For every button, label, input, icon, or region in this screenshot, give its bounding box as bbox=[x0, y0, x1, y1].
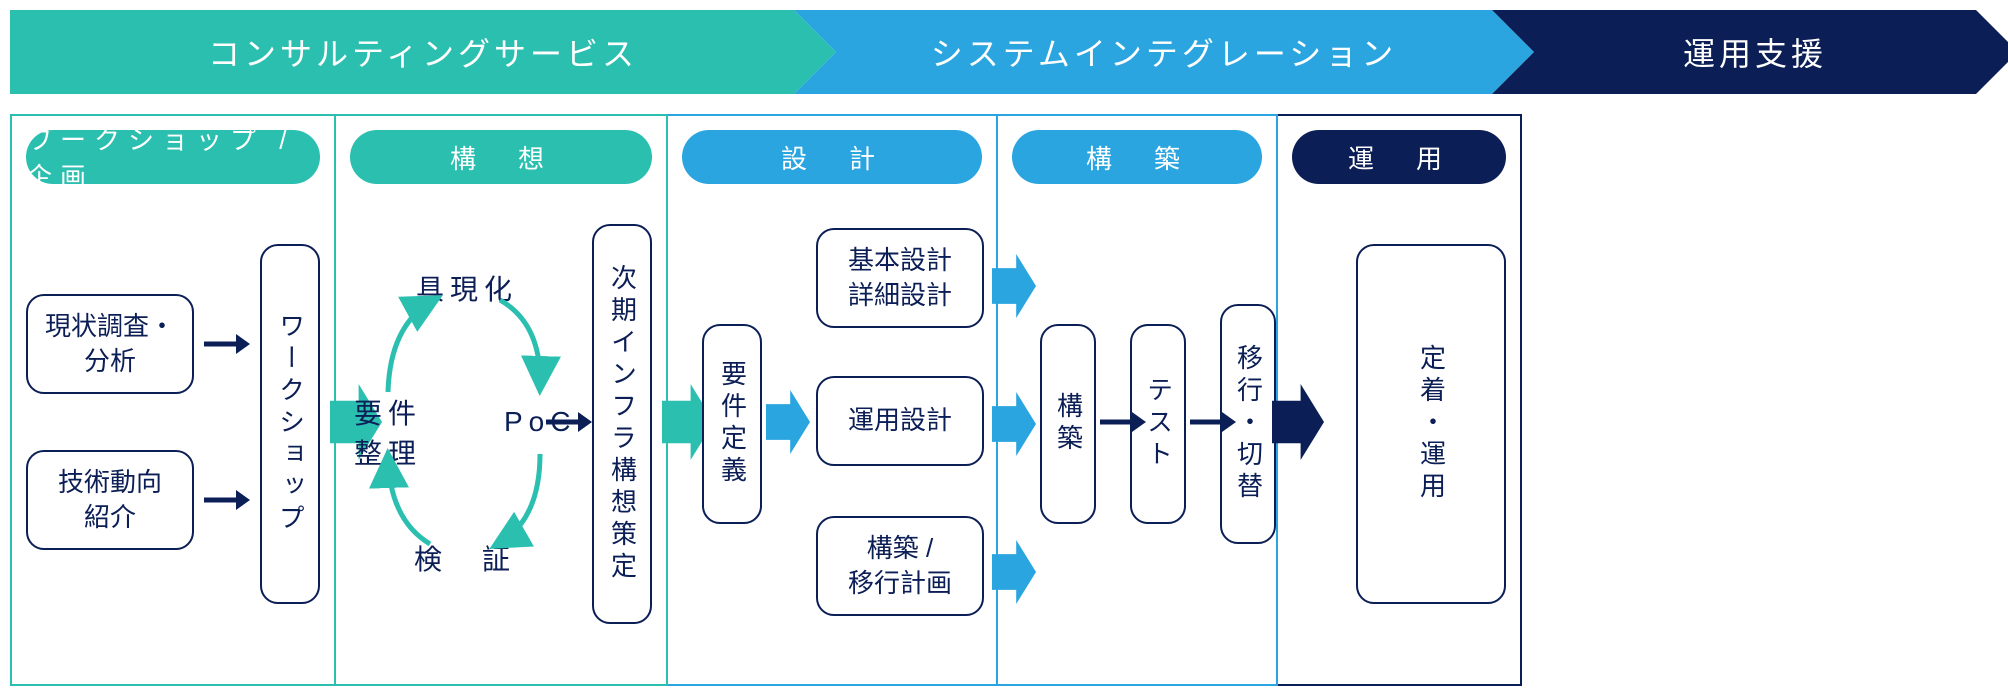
banner-label: 運用支援 bbox=[1683, 29, 1827, 75]
block-arrow bbox=[992, 254, 1036, 323]
box-label: 次期インフラ構想策定 bbox=[604, 264, 639, 584]
phase-body: 要件定義 基本設計 詳細設計運用設計構築 / 移行計画 bbox=[682, 204, 982, 670]
box-opdesign: 運用設計 bbox=[816, 376, 984, 466]
box-label: 技術動向 紹介 bbox=[58, 465, 162, 535]
phase-design: 設 計要件定義 基本設計 詳細設計運用設計構築 / 移行計画 bbox=[668, 114, 998, 686]
phase-body: 次期インフラ構想策定具現化要件 整理PoC検 証 bbox=[350, 204, 652, 670]
phase-pill-label: 設 計 bbox=[781, 139, 883, 176]
phase-operate: 運 用定着・運用 bbox=[1278, 114, 1522, 686]
box-tech: 技術動向 紹介 bbox=[26, 450, 194, 550]
box-nextinfra: 次期インフラ構想策定 bbox=[592, 224, 652, 624]
phase-pill: 設 計 bbox=[682, 130, 982, 184]
phase-pill-label: 運 用 bbox=[1348, 139, 1450, 176]
thin-arrow bbox=[1098, 402, 1148, 452]
box-label: 要件定義 bbox=[714, 360, 749, 488]
box-buildplan: 構築 / 移行計画 bbox=[816, 516, 984, 616]
banner-label: システムインテグレーション bbox=[931, 29, 1397, 75]
phase-body: 現状調査・ 分析技術動向 紹介 ワークショップ bbox=[26, 204, 320, 670]
box-basic: 基本設計 詳細設計 bbox=[816, 228, 984, 328]
box-workshop: ワークショップ bbox=[260, 244, 320, 604]
thin-arrow bbox=[202, 480, 252, 530]
box-survey: 現状調査・ 分析 bbox=[26, 294, 194, 394]
box-build: 構築 bbox=[1040, 324, 1096, 524]
phase-pill: 運 用 bbox=[1292, 130, 1506, 184]
block-arrow bbox=[992, 540, 1036, 609]
banner-chevron-0: コンサルティングサービス bbox=[10, 10, 836, 94]
banner-chevron-2: 運用支援 bbox=[1492, 10, 2008, 94]
thin-arrow bbox=[1188, 402, 1238, 452]
box-label: 定着・運用 bbox=[1413, 344, 1448, 504]
phase-body: 定着・運用 bbox=[1292, 204, 1506, 670]
phase-pill-label: ワークショップ / 企画 bbox=[26, 120, 320, 194]
banner-chevron-1: システムインテグレーション bbox=[794, 10, 1534, 94]
phase-pill: ワークショップ / 企画 bbox=[26, 130, 320, 184]
phase-pill-label: 構 想 bbox=[450, 139, 552, 176]
box-label: 現状調査・ 分析 bbox=[45, 309, 175, 379]
banner-row: コンサルティングサービス システムインテグレーション 運用支援 bbox=[10, 10, 1998, 94]
banner-label: コンサルティングサービス bbox=[208, 29, 638, 75]
box-reqdef: 要件定義 bbox=[702, 324, 762, 524]
box-label: 基本設計 詳細設計 bbox=[848, 243, 952, 313]
box-label: ワークショップ bbox=[272, 312, 307, 536]
block-arrow bbox=[992, 392, 1036, 461]
thin-arrow bbox=[202, 324, 252, 374]
phase-pill-label: 構 築 bbox=[1086, 139, 1188, 176]
phases-row: ワークショップ / 企画現状調査・ 分析技術動向 紹介ワークショップ構 想次期イ… bbox=[10, 114, 1998, 686]
phase-body: 構築テスト移行・切替 bbox=[1012, 204, 1262, 670]
thin-arrow bbox=[544, 402, 594, 452]
phase-workshop: ワークショップ / 企画現状調査・ 分析技術動向 紹介 ワークショップ bbox=[10, 114, 336, 686]
block-arrow bbox=[1272, 384, 1324, 465]
box-label: 構築 bbox=[1050, 392, 1085, 456]
phase-pill: 構 想 bbox=[350, 130, 652, 184]
phase-build: 構 築構築テスト移行・切替 bbox=[998, 114, 1278, 686]
box-label: 運用設計 bbox=[848, 403, 952, 438]
phase-concept: 構 想次期インフラ構想策定具現化要件 整理PoC検 証 bbox=[336, 114, 668, 686]
phase-pill: 構 築 bbox=[1012, 130, 1262, 184]
box-label: 構築 / 移行計画 bbox=[848, 531, 952, 601]
block-arrow bbox=[766, 390, 810, 459]
box-settle: 定着・運用 bbox=[1356, 244, 1506, 604]
